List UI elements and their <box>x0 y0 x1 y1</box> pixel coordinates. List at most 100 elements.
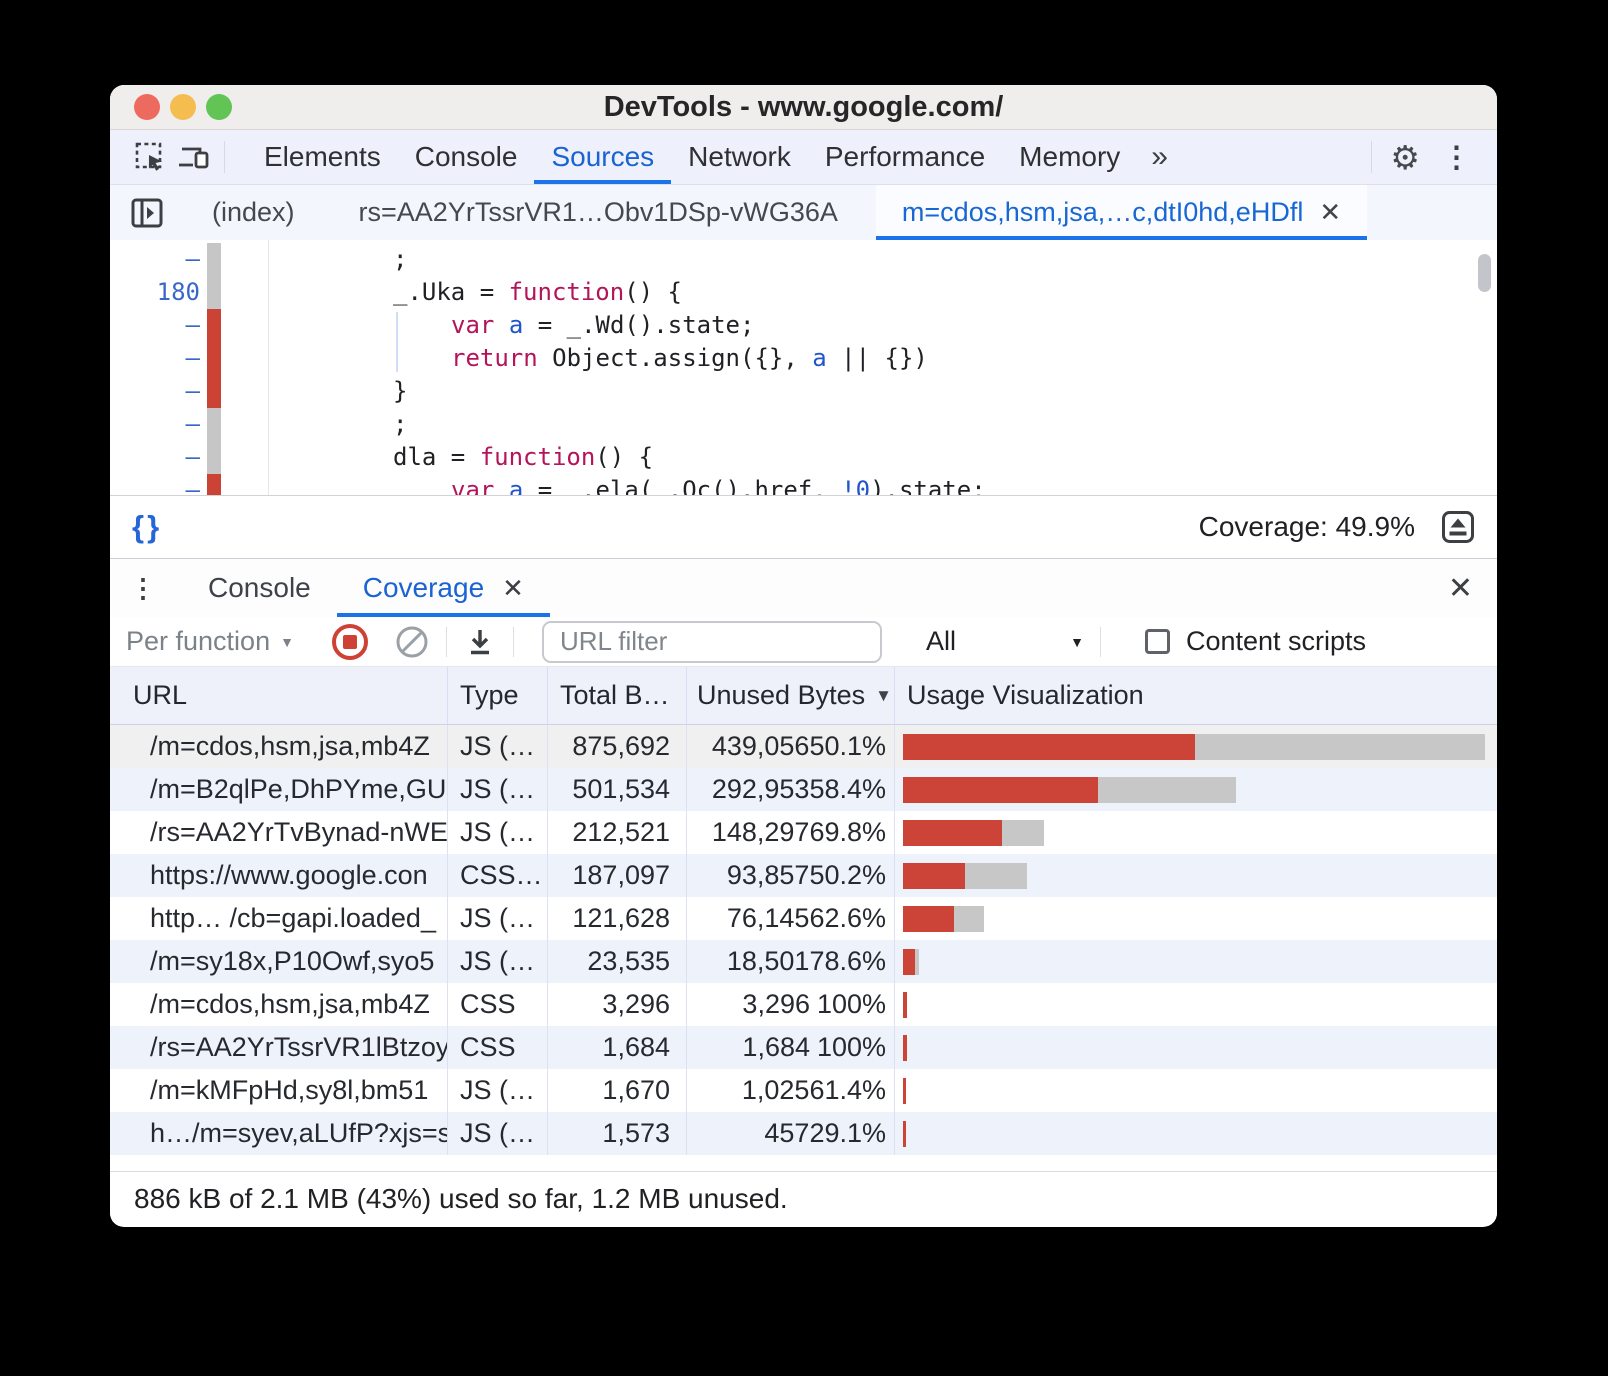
cell-usage-visualization <box>895 1069 1497 1112</box>
code-text: _.Uka = function() { <box>393 278 682 306</box>
window-title: DevTools - www.google.com/ <box>603 90 1004 123</box>
more-tabs-icon[interactable]: » <box>1151 140 1170 173</box>
cell-type: JS (… <box>448 1069 548 1112</box>
drawer-tab-coverage[interactable]: Coverage ✕ <box>337 559 550 617</box>
close-drawer-icon[interactable]: ✕ <box>1447 571 1473 605</box>
code-line[interactable]: – var a = _.Wd().state; <box>110 309 1497 342</box>
table-empty-space <box>110 1155 1497 1171</box>
code-line[interactable]: –} <box>110 375 1497 408</box>
navigator-toggle-button[interactable] <box>120 191 174 235</box>
column-header-type[interactable]: Type <box>448 667 548 724</box>
cell-type: JS (… <box>448 811 548 854</box>
close-icon[interactable]: ✕ <box>1319 197 1342 227</box>
unused-bytes-value: 93,857 <box>726 860 810 890</box>
drawer-tab-console[interactable]: Console <box>182 559 337 617</box>
content-scripts-checkbox[interactable] <box>1144 629 1170 654</box>
file-tab-m-cdos[interactable]: m=cdos,hsm,jsa,…c,dtI0hd,eHDfl ✕ <box>875 185 1368 240</box>
table-row[interactable]: https://www.google.con CSS… 187,097 93,857 5… <box>110 854 1497 897</box>
inspect-element-button[interactable] <box>128 135 172 179</box>
dropdown-arrow-icon: ▼ <box>280 633 294 650</box>
unused-percent-value: 50.1% <box>809 731 886 761</box>
cell-url: /m=cdos,hsm,jsa,mb4Z <box>110 983 448 1026</box>
code-line[interactable]: 180 _.Uka = function() { <box>110 276 1497 309</box>
cell-url: http… /cb=gapi.loaded_ <box>110 897 448 940</box>
editor-status-bar: {} Coverage: 49.9% <box>110 495 1497 559</box>
tab-performance[interactable]: Performance <box>824 141 986 172</box>
column-header-unused-bytes[interactable]: Unused Bytes ▼ <box>687 667 895 724</box>
more-menu-icon[interactable]: ⋮ <box>1442 141 1471 174</box>
code-line[interactable]: –; <box>110 243 1497 276</box>
table-row[interactable]: /m=kMFpHd,sy8l,bm51 JS (… 1,670 1,025 61.4% <box>110 1069 1497 1112</box>
pretty-print-button[interactable]: {} <box>132 509 163 544</box>
coverage-mode-dropdown[interactable]: Per function ▼ <box>126 626 294 657</box>
file-tab-index[interactable]: (index) <box>186 185 321 240</box>
drawer-tab-label: Console <box>208 572 311 603</box>
column-header-usage-visualization[interactable]: Usage Visualization <box>907 680 1144 710</box>
code-editor[interactable]: –; 180 _.Uka = function() {– var a = _.Wd()… <box>110 240 1497 495</box>
cell-url: /m=sy18x,P10Owf,syo5 <box>110 940 448 983</box>
cell-unused-bytes: 76,145 62.6% <box>687 897 895 940</box>
unused-bytes-value: 1,025 <box>741 1075 810 1105</box>
unused-bar <box>903 819 1002 846</box>
editor-scrollbar[interactable] <box>1478 254 1491 292</box>
cell-url: /m=cdos,hsm,jsa,mb4Z <box>110 725 448 768</box>
cell-total-bytes: 1,670 <box>548 1069 687 1112</box>
tab-console[interactable]: Console <box>414 141 518 172</box>
type-filter-dropdown[interactable]: All ▼ <box>926 626 1084 657</box>
table-row[interactable]: /m=B2qlPe,DhPYme,GU JS (… 501,534 292,953 58… <box>110 768 1497 811</box>
close-window-button[interactable] <box>134 94 160 120</box>
line-number: – <box>185 476 200 495</box>
clear-icon <box>394 624 430 660</box>
cell-unused-bytes: 3,296 100% <box>687 983 895 1026</box>
unused-percent-value: 50.2% <box>809 860 886 890</box>
cell-usage-visualization <box>895 897 1497 940</box>
column-header-total-bytes[interactable]: Total B… <box>548 667 687 724</box>
url-filter-input[interactable] <box>541 620 882 663</box>
device-toolbar-button[interactable] <box>172 135 216 179</box>
column-header-url[interactable]: URL <box>110 667 448 724</box>
cell-url: /rs=AA2YrTvBynad-nWE <box>110 811 448 854</box>
cell-unused-bytes: 93,857 50.2% <box>687 854 895 897</box>
minimize-window-button[interactable] <box>170 94 196 120</box>
file-tab-label: rs=AA2YrTssrVR1…Obv1DSp-vWG36A <box>358 197 838 227</box>
unused-bar <box>903 1034 907 1061</box>
table-row[interactable]: /m=cdos,hsm,jsa,mb4Z CSS 3,296 3,296 100% <box>110 983 1497 1026</box>
unused-percent-value: 29.1% <box>809 1118 886 1148</box>
code-line[interactable]: – return Object.assign({}, a || {}) <box>110 342 1497 375</box>
table-row[interactable]: http… /cb=gapi.loaded_ JS (… 121,628 76,145… <box>110 897 1497 940</box>
export-coverage-button[interactable] <box>463 625 497 659</box>
code-line[interactable]: – dla = function() { <box>110 441 1497 474</box>
cell-type: JS (… <box>448 1112 548 1155</box>
table-row[interactable]: /rs=AA2YrTssrVR1lBtzoy CSS 1,684 1,684 100% <box>110 1026 1497 1069</box>
gear-icon[interactable]: ⚙ <box>1390 138 1420 176</box>
table-row[interactable]: h…/m=syev,aLUfP?xjs=s JS (… 1,573 457 29.1% <box>110 1112 1497 1155</box>
zoom-window-button[interactable] <box>206 94 232 120</box>
cell-type: JS (… <box>448 768 548 811</box>
table-row[interactable]: /m=sy18x,P10Owf,syo5 JS (… 23,535 18,501 78.… <box>110 940 1497 983</box>
code-text: dla = function() { <box>393 443 654 471</box>
cell-type: JS (… <box>448 725 548 768</box>
tab-memory[interactable]: Memory <box>1019 141 1121 172</box>
table-row[interactable]: /rs=AA2YrTvBynad-nWE JS (… 212,521 148,297 6… <box>110 811 1497 854</box>
cell-usage-visualization <box>895 983 1497 1026</box>
cell-usage-visualization <box>895 768 1497 811</box>
tab-elements[interactable]: Elements <box>264 141 381 172</box>
tab-network[interactable]: Network <box>688 141 791 172</box>
code-line[interactable]: –; <box>110 408 1497 441</box>
unused-bar <box>903 905 954 932</box>
file-tab-rs[interactable]: rs=AA2YrTssrVR1…Obv1DSp-vWG36A <box>333 185 864 240</box>
unused-bar <box>903 776 1098 803</box>
close-icon[interactable]: ✕ <box>502 572 524 603</box>
cell-type: JS (… <box>448 940 548 983</box>
tab-sources[interactable]: Sources <box>534 130 671 184</box>
unused-bar <box>903 991 907 1018</box>
cell-total-bytes: 212,521 <box>548 811 687 854</box>
editor-tabbar: (index) rs=AA2YrTssrVR1…Obv1DSp-vWG36A m… <box>110 185 1497 240</box>
drawer-menu-icon[interactable]: ⋮ <box>130 572 156 603</box>
unused-bytes-value: 292,953 <box>711 774 810 804</box>
clear-coverage-button[interactable] <box>394 624 430 660</box>
table-row[interactable]: /m=cdos,hsm,jsa,mb4Z JS (… 875,692 439,056 5… <box>110 725 1497 768</box>
eject-icon[interactable] <box>1441 510 1475 544</box>
stop-recording-button[interactable] <box>331 623 368 660</box>
code-line[interactable]: – var a = _.ela(_.Oc().href, !0).state; <box>110 474 1497 495</box>
